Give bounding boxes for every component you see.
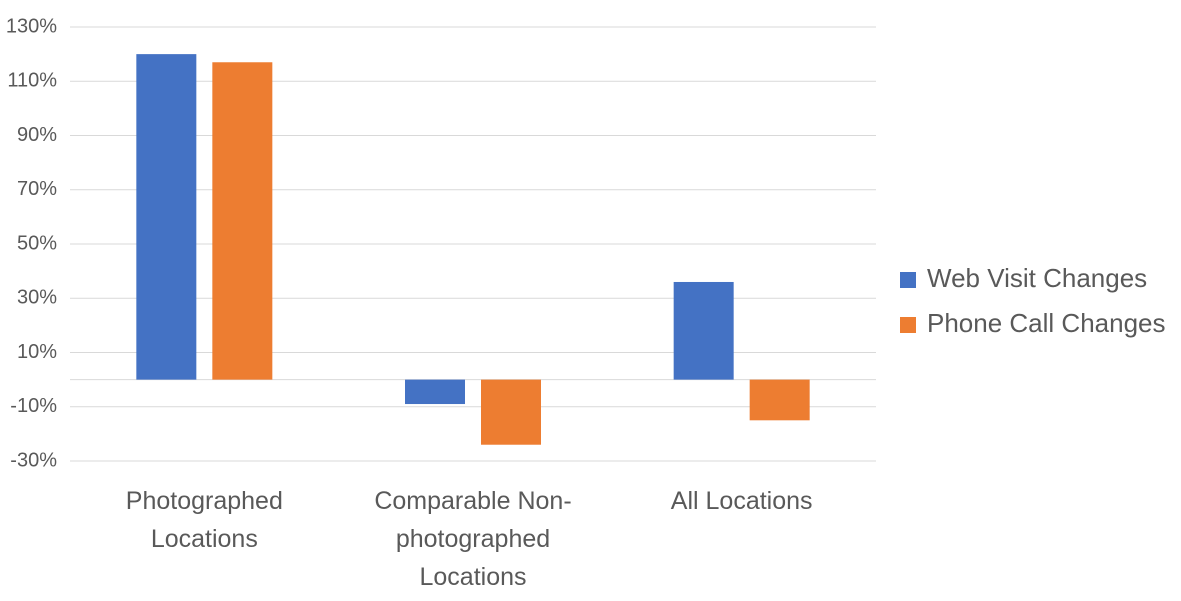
legend-swatch	[900, 272, 916, 288]
legend-swatch	[900, 317, 916, 333]
y-tick-label: 130%	[6, 15, 57, 37]
x-tick-label: All Locations	[670, 487, 813, 515]
y-tick-label: -30%	[10, 449, 57, 471]
bar	[136, 54, 197, 380]
bar	[405, 379, 465, 405]
y-tick-label: 90%	[17, 124, 57, 146]
x-tick-label: Photographed Locations	[125, 487, 283, 553]
legend-label: Phone Call Changes	[927, 308, 1166, 338]
bar	[481, 379, 541, 445]
y-tick-label: 10%	[17, 341, 57, 363]
bar	[212, 62, 273, 380]
bar	[749, 379, 810, 421]
y-tick-label: 50%	[17, 232, 57, 254]
bar	[673, 281, 734, 380]
y-tick-label: 30%	[17, 287, 57, 309]
x-tick-label: Comparable Non-photographed Locations	[374, 487, 572, 591]
legend-label: Web Visit Changes	[927, 263, 1147, 293]
y-tick-label: 110%	[7, 70, 57, 92]
y-tick-label: -10%	[10, 395, 57, 417]
y-tick-label: 70%	[17, 178, 57, 200]
